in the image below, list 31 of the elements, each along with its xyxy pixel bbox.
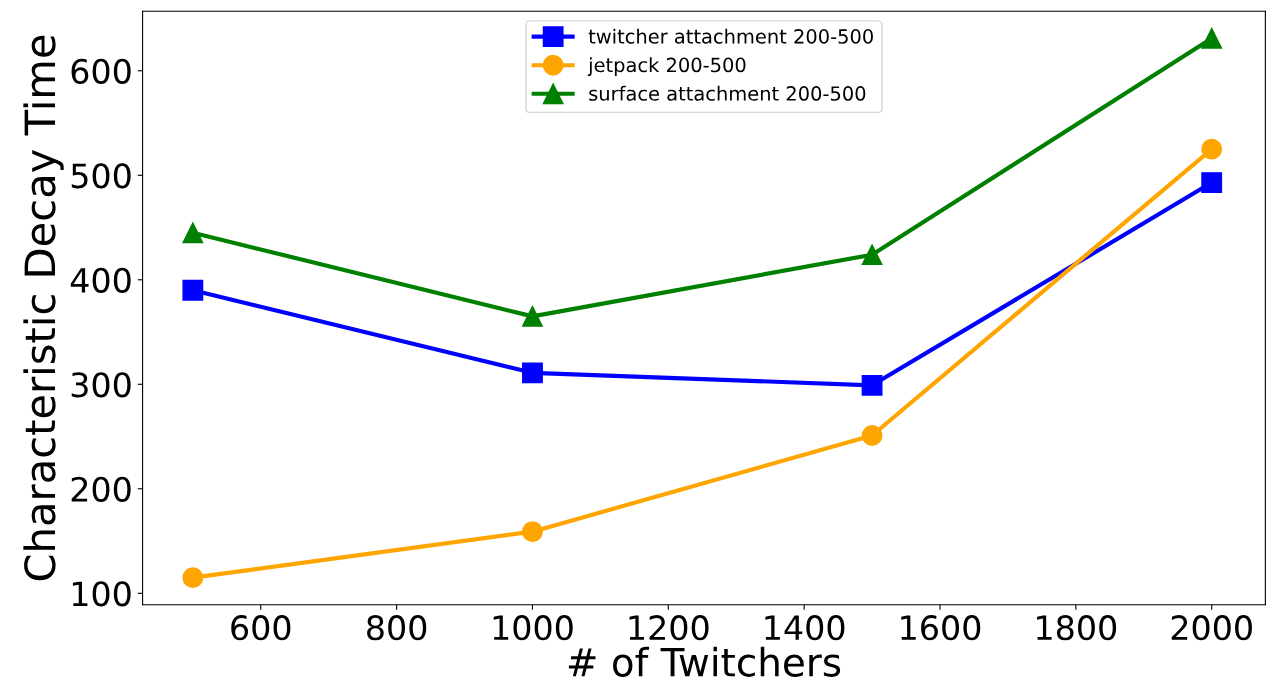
point	[861, 425, 883, 446]
legend-label: surface attachment 200-500	[589, 85, 866, 101]
x-tick-label: 1400	[765, 615, 845, 641]
x-tick-label: 1600	[901, 615, 981, 641]
point	[1201, 27, 1223, 49]
point	[861, 374, 883, 396]
x-tick-label: 1800	[1037, 615, 1117, 641]
point	[182, 222, 204, 244]
point	[182, 279, 204, 301]
x-tick-label: 1000	[493, 615, 573, 641]
point	[522, 362, 543, 384]
y-tick-label: 100	[72, 581, 131, 607]
point	[1201, 138, 1223, 160]
y-axis-title: Characteristic Decay Time	[23, 35, 64, 581]
point	[522, 305, 543, 327]
point	[861, 244, 883, 266]
point	[182, 567, 204, 589]
y-tick-label: 500	[71, 163, 131, 189]
x-axis-title: # of Twitchers	[568, 646, 841, 677]
y-tick-label: 300	[71, 372, 131, 398]
legend-label: jetpack 200-500	[587, 57, 746, 77]
x-tick-label: 2000	[1171, 615, 1252, 641]
x-tick-label: 600	[231, 615, 291, 641]
y-tick-label: 200	[71, 476, 131, 502]
x-tick-label: 1200	[629, 615, 709, 641]
y-tick-label: 600	[71, 58, 131, 84]
y-tick-label: 400	[70, 267, 131, 293]
point	[522, 521, 543, 543]
point	[1201, 172, 1223, 194]
x-tick-label: 800	[367, 615, 427, 641]
legend-label: twitcher attachment 200-500	[588, 28, 873, 44]
